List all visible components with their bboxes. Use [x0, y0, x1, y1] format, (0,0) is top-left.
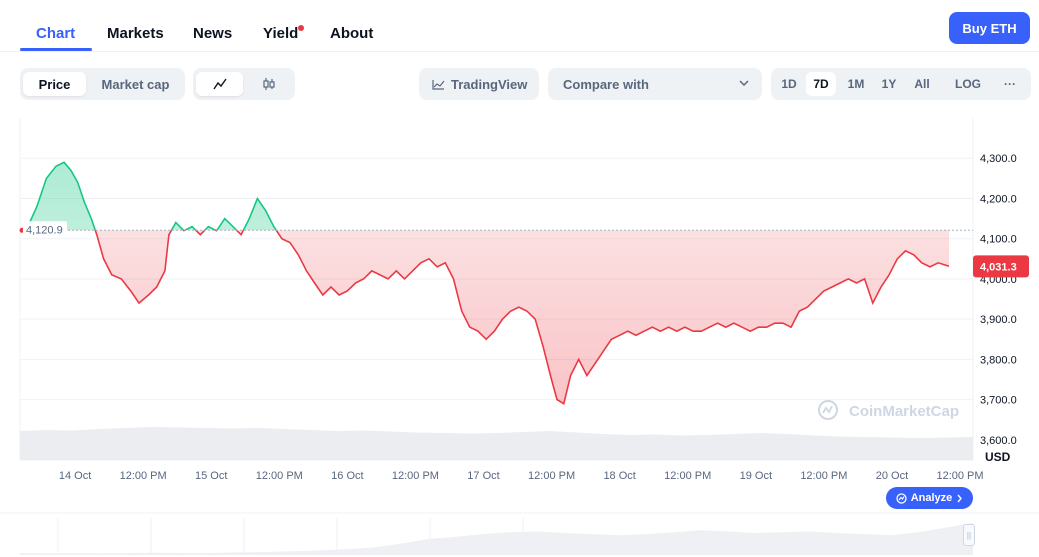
range-7d[interactable]: 7D [806, 72, 836, 96]
tradingview-label: TradingView [451, 76, 528, 92]
line-chart-option[interactable] [196, 72, 243, 96]
x-tick-label: 12:00 PM [392, 470, 439, 482]
up-line [25, 161, 278, 231]
compare-with-label: Compare with [563, 76, 649, 92]
log-toggle[interactable]: LOG [955, 77, 981, 91]
volume-bars [20, 427, 973, 460]
currency-label: USD [985, 450, 1011, 464]
buy-eth-button[interactable]: Buy ETH [949, 12, 1030, 44]
x-tick-label: 12:00 PM [936, 470, 983, 482]
reference-price-label: 4,120.9 [26, 224, 63, 236]
analyze-icon [896, 492, 907, 504]
y-axis: 3,600.03,700.03,800.03,900.04,000.04,100… [980, 153, 1017, 464]
x-tick-label: 12:00 PM [664, 470, 711, 482]
y-tick-label: 4,300.0 [980, 153, 1017, 165]
candlestick-icon [262, 78, 275, 90]
y-tick-label: 4,100.0 [980, 234, 1017, 246]
time-range-selector: 1D 7D 1M 1Y All LOG ··· [771, 68, 1031, 100]
candlestick-option[interactable] [245, 72, 292, 96]
range-1y[interactable]: 1Y [881, 77, 897, 91]
tab-chart[interactable]: Chart [36, 25, 76, 42]
chart-type-toggle [193, 68, 295, 100]
x-tick-label: 12:00 PM [800, 470, 847, 482]
price-option[interactable]: Price [23, 72, 86, 96]
x-tick-label: 20 Oct [876, 470, 908, 482]
x-tick-label: 19 Oct [740, 470, 772, 482]
reference-label-bg [23, 221, 67, 238]
y-tick-label: 3,800.0 [980, 354, 1017, 366]
range-1d[interactable]: 1D [781, 77, 797, 91]
y-tick-label: 3,600.0 [980, 435, 1017, 447]
coinmarketcap-logo-icon [818, 400, 838, 420]
volume-area [20, 427, 973, 460]
metric-toggle: Price Market cap [20, 68, 185, 100]
x-tick-label: 16 Oct [331, 470, 363, 482]
tradingview-button[interactable]: TradingView [419, 68, 539, 100]
y-tick-label: 3,700.0 [980, 395, 1017, 407]
line-chart-icon [212, 78, 227, 90]
yield-badge-dot [298, 25, 304, 31]
analyze-label: Analyze [910, 492, 953, 504]
current-price-label: 4,031.3 [980, 261, 1017, 273]
range-navigator[interactable] [20, 518, 973, 555]
tab-news[interactable]: News [193, 25, 233, 42]
watermark: CoinMarketCap [818, 400, 959, 420]
navigator-area [20, 522, 973, 555]
x-tick-label: 17 Oct [467, 470, 499, 482]
x-tick-label: 12:00 PM [120, 470, 167, 482]
navigator-handle[interactable]: || [963, 524, 975, 546]
compare-with-dropdown[interactable]: Compare with [548, 68, 762, 100]
down-area [26, 230, 949, 404]
market-cap-option[interactable]: Market cap [101, 76, 170, 92]
x-tick-label: 12:00 PM [528, 470, 575, 482]
tab-markets[interactable]: Markets [107, 25, 164, 42]
top-nav: Chart Markets News Yield About Buy ETH [0, 0, 1039, 52]
price-line [25, 161, 950, 405]
range-1m[interactable]: 1M [847, 77, 865, 91]
x-tick-label: 12:00 PM [256, 470, 303, 482]
active-tab-indicator [20, 48, 92, 51]
current-price-bg [973, 255, 1029, 278]
tab-about[interactable]: About [330, 25, 374, 42]
x-axis: 14 Oct 12:00 PM 15 Oct 12:00 PM 16 Oct 12:00 … [59, 470, 984, 482]
x-tick-label: 18 Oct [603, 470, 635, 482]
price-labels: 4,120.9 4,031.3 [23, 221, 1029, 278]
y-tick-label: 4,200.0 [980, 193, 1017, 205]
x-tick-label: 15 Oct [195, 470, 227, 482]
analyze-button[interactable]: Analyze [886, 487, 973, 509]
x-tick-label: 14 Oct [59, 470, 91, 482]
range-all[interactable]: All [914, 77, 930, 91]
y-tick-label: 3,900.0 [980, 314, 1017, 326]
chevron-down-icon [739, 80, 749, 87]
tradingview-chart-icon [432, 79, 445, 90]
chevron-right-icon [957, 494, 963, 502]
watermark-text: CoinMarketCap [849, 403, 959, 420]
down-line [25, 230, 950, 405]
more-options-button[interactable]: ··· [1004, 77, 1016, 91]
tab-yield[interactable]: Yield [263, 25, 299, 42]
